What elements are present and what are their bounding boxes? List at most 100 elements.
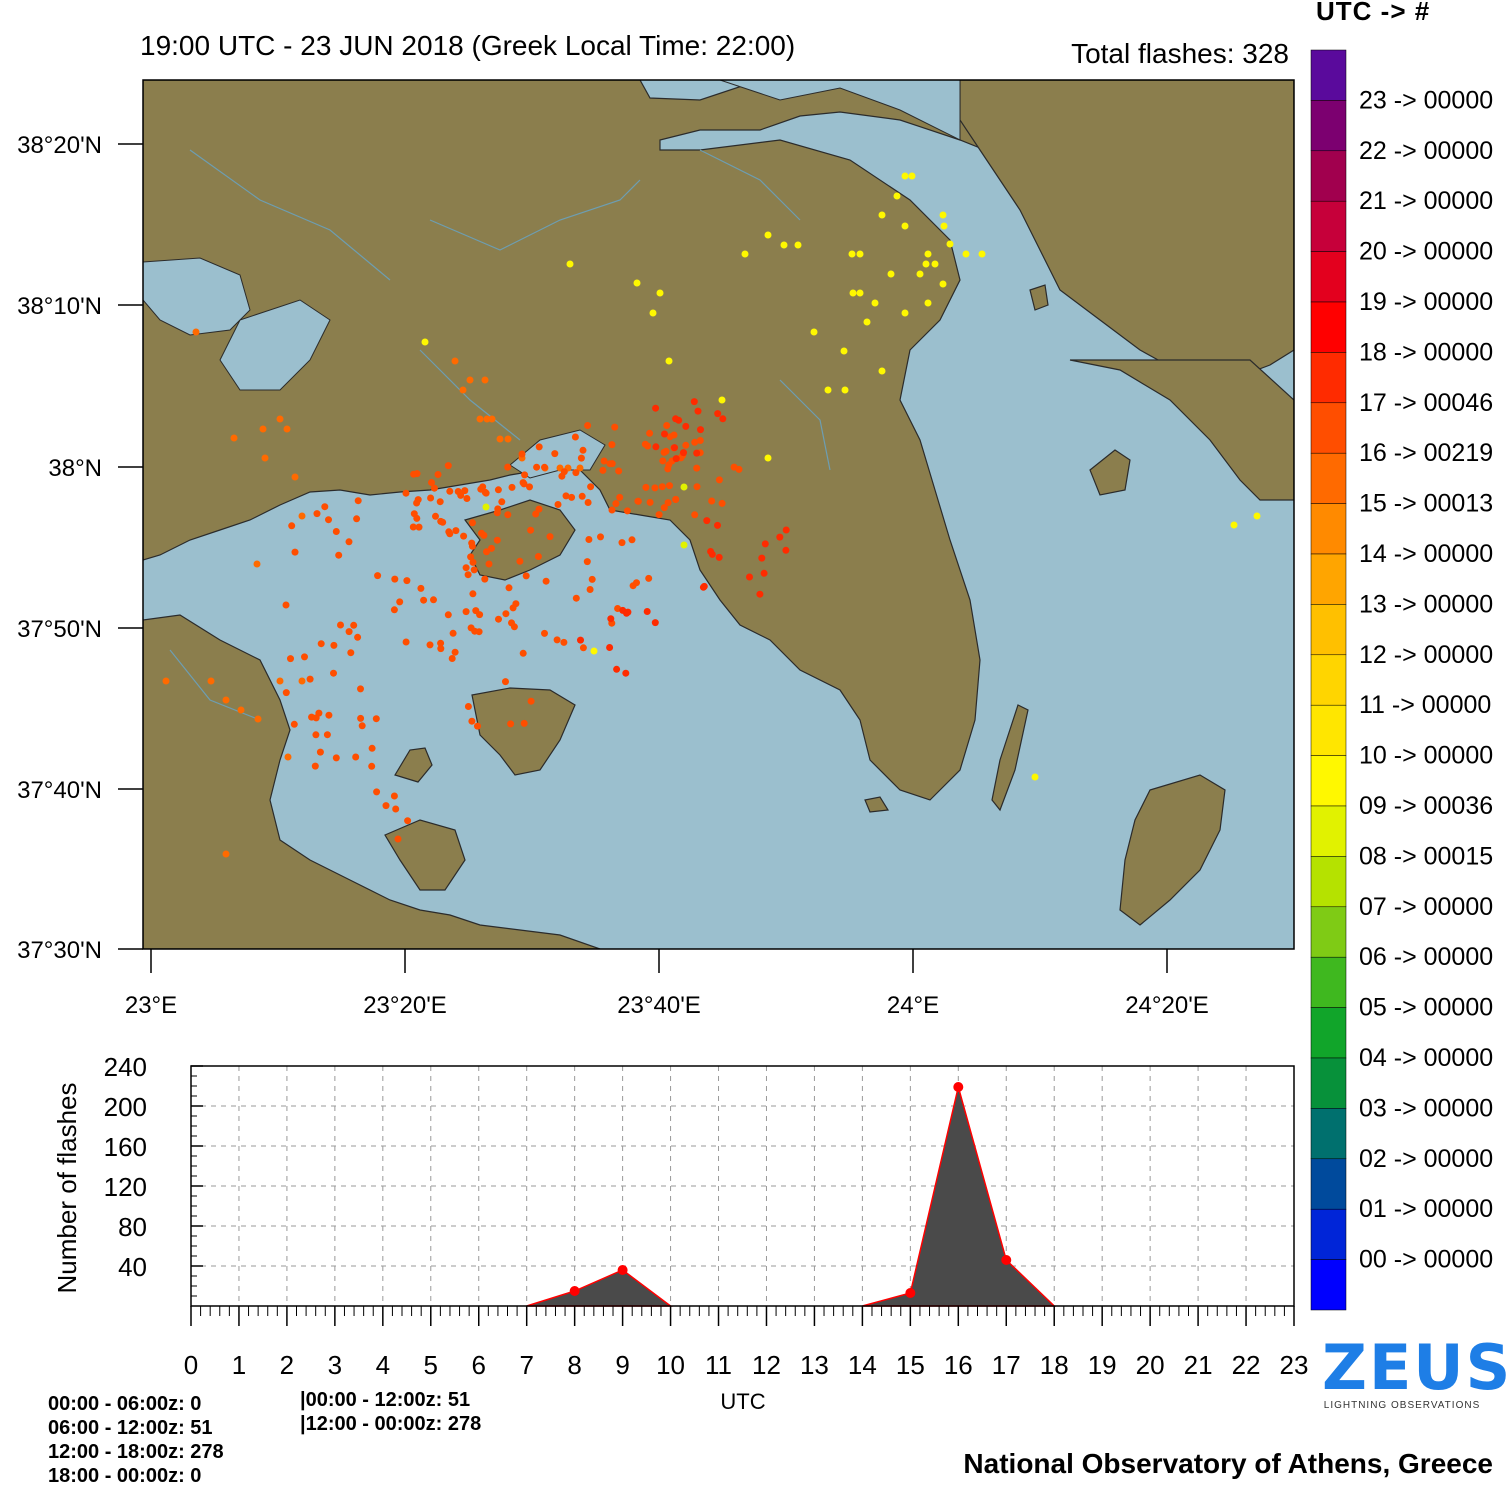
flash-point <box>480 531 488 539</box>
flash-point <box>345 628 353 636</box>
flash-point <box>462 608 470 616</box>
flash-point <box>283 425 291 433</box>
flash-point <box>707 548 715 555</box>
flash-point <box>469 519 476 527</box>
legend-swatch <box>1310 402 1347 454</box>
flash-point <box>335 551 343 559</box>
lon-label: 24°E <box>887 992 939 1019</box>
flash-point <box>436 498 444 506</box>
flash-point <box>663 422 671 429</box>
flash-point <box>665 357 673 365</box>
flash-point <box>409 523 417 531</box>
legend-label: 16 -> 00219 <box>1359 439 1493 467</box>
flash-point <box>445 528 453 536</box>
x-tick-label: 10 <box>656 1350 685 1380</box>
flash-point <box>390 792 398 800</box>
flash-point <box>469 590 477 598</box>
x-tick-label: 19 <box>1088 1350 1117 1380</box>
flash-point <box>924 250 932 258</box>
observatory-credit: National Observatory of Athens, Greece <box>963 1448 1493 1479</box>
flash-point <box>430 484 438 492</box>
flash-point <box>782 546 790 554</box>
flash-point <box>579 644 587 652</box>
flash-point <box>764 454 772 462</box>
flash-point <box>454 488 462 495</box>
legend-swatch <box>1310 1158 1347 1210</box>
flash-point <box>587 483 595 491</box>
flash-point <box>253 560 261 568</box>
x-tick-label: 6 <box>472 1350 486 1380</box>
flash-point <box>288 522 296 530</box>
histogram-ticks: 0 1 2 3 4 5 6 7 8 9 10 11 12 13 14 15 16 17 18 19 20 21 22 2340… <box>104 1052 1309 1380</box>
flash-point <box>323 731 331 739</box>
flash-point <box>848 250 856 258</box>
flash-point <box>502 678 509 686</box>
flash-point <box>618 539 626 547</box>
flash-point <box>849 289 857 297</box>
flash-point <box>291 473 299 481</box>
flash-point <box>628 536 636 544</box>
flash-point <box>482 489 490 497</box>
y-tick-label: 80 <box>118 1212 147 1242</box>
stat-line: |00:00 - 12:00z: 51 <box>300 1389 471 1411</box>
flash-point <box>312 731 320 739</box>
flash-point <box>646 498 654 506</box>
flash-point <box>718 499 726 507</box>
legend-label: 13 -> 00000 <box>1359 590 1493 618</box>
flash-point <box>606 644 614 651</box>
flash-point <box>463 495 471 502</box>
legend-label: 05 -> 00000 <box>1359 994 1493 1022</box>
flash-point <box>794 241 802 249</box>
x-tick-label: 0 <box>184 1350 198 1380</box>
flash-point <box>652 404 660 412</box>
flash-point <box>488 544 495 552</box>
flash-point <box>714 521 721 529</box>
flash-point <box>287 655 294 663</box>
flash-point <box>432 512 439 520</box>
flash-point <box>641 440 649 448</box>
flash-point <box>571 433 579 441</box>
flash-point <box>658 483 666 491</box>
flash-point <box>358 722 366 730</box>
flash-point <box>606 460 614 468</box>
flash-point <box>760 569 768 577</box>
flash-point <box>276 415 284 423</box>
flash-point <box>551 450 559 458</box>
flash-point <box>519 649 527 657</box>
flash-point <box>192 328 200 336</box>
legend-swatch <box>1310 805 1347 857</box>
flash-point <box>353 515 361 523</box>
x-tick-label: 3 <box>328 1350 342 1380</box>
x-tick-label: 20 <box>1136 1350 1165 1380</box>
flash-point <box>878 367 886 375</box>
lon-label: 23°E <box>125 992 177 1019</box>
flash-point <box>284 753 292 761</box>
legend-swatch <box>1310 956 1347 1008</box>
legend-swatch <box>1310 704 1347 756</box>
flash-point <box>237 706 245 714</box>
legend-label: 17 -> 00046 <box>1359 389 1493 417</box>
flash-point <box>466 376 474 384</box>
flash-point <box>347 649 355 657</box>
stat-line: 00:00 - 06:00z: 0 <box>48 1393 202 1415</box>
flash-point <box>572 469 580 477</box>
flash-point <box>646 429 654 437</box>
flash-point <box>761 540 769 548</box>
flash-point <box>415 523 423 531</box>
flash-point <box>642 483 650 491</box>
flash-point <box>521 471 529 479</box>
flash-point <box>493 536 501 544</box>
flash-point <box>691 511 699 519</box>
map-frame <box>142 79 1295 950</box>
legend-label: 20 -> 00000 <box>1359 238 1493 266</box>
legend-label: 01 -> 00000 <box>1359 1195 1493 1223</box>
flash-point <box>461 487 469 495</box>
logo-subtitle: LIGHTNING OBSERVATIONS <box>1323 1400 1481 1411</box>
flash-point <box>403 577 411 585</box>
x-tick-label: 14 <box>848 1350 877 1380</box>
zeus-logo: ZEUS⚡ LIGHTNING OBSERVATIONS <box>1322 1336 1511 1412</box>
flash-point <box>690 398 698 406</box>
flash-point <box>276 677 284 685</box>
flash-point <box>810 328 818 336</box>
flash-point <box>532 510 540 518</box>
